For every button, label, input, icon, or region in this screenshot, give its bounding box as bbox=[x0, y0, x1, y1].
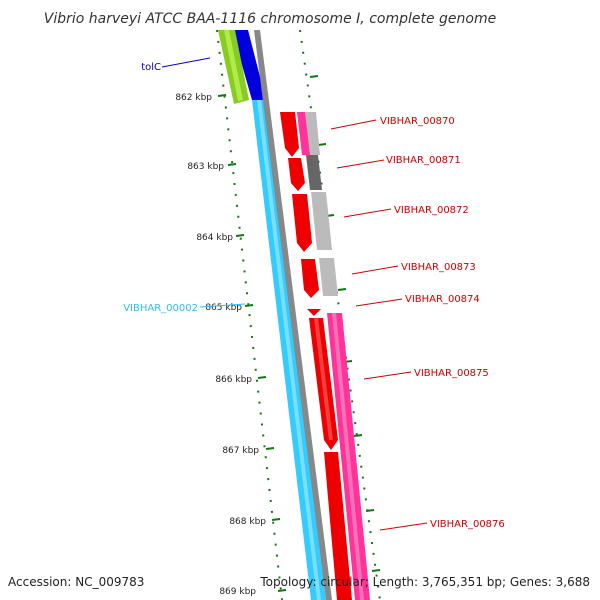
tick-label-866: 866 kbp bbox=[215, 375, 252, 385]
tick-label-867: 867 kbp bbox=[222, 446, 259, 456]
gene-label-vibhar-00874[interactable]: VIBHAR_00874 bbox=[405, 294, 480, 305]
map-title: Vibrio harveyi ATCC BAA-1116 chromosome … bbox=[44, 11, 496, 27]
mrna-00875-00876[interactable] bbox=[327, 313, 370, 600]
leader-vibhar-00874 bbox=[355, 298, 403, 307]
leader-vibhar-00872 bbox=[343, 208, 392, 218]
inner-tick-ring bbox=[216, 29, 283, 600]
tick-label-865: 865 kbp bbox=[205, 303, 242, 313]
leader-vibhar-00876 bbox=[379, 522, 428, 531]
leader-vibhar-00875 bbox=[363, 371, 412, 380]
cds-arrow-00875[interactable] bbox=[309, 318, 338, 450]
cds-arrow-00874[interactable] bbox=[307, 309, 321, 316]
gene-label-vibhar-00876[interactable]: VIBHAR_00876 bbox=[430, 519, 505, 530]
gene-label-vibhar-00002[interactable]: VIBHAR_00002 bbox=[123, 303, 198, 314]
cds-arrow-00870[interactable] bbox=[280, 112, 299, 157]
gene-block-00873[interactable] bbox=[319, 258, 338, 296]
gene-label-vibhar-00871[interactable]: VIBHAR_00871 bbox=[386, 155, 461, 166]
tick-label-863: 863 kbp bbox=[187, 162, 224, 172]
cds-highlight bbox=[314, 318, 333, 440]
leader-vibhar-00873 bbox=[351, 265, 399, 275]
leader-tolc bbox=[161, 57, 211, 68]
blue-feature[interactable] bbox=[232, 30, 266, 100]
cds-arrow-00873[interactable] bbox=[301, 259, 319, 298]
cyan-feature-highlight bbox=[257, 100, 321, 600]
tick-label-864: 864 kbp bbox=[196, 233, 233, 243]
leader-vibhar-00870 bbox=[330, 119, 377, 130]
inner-major-ticks bbox=[217, 94, 287, 592]
topology-text: Topology: circular; Length: 3,765,351 bp… bbox=[259, 575, 590, 589]
gene-block-00872[interactable] bbox=[311, 192, 332, 250]
cds-arrow-00872[interactable] bbox=[292, 194, 312, 252]
gene-label-vibhar-00870[interactable]: VIBHAR_00870 bbox=[380, 116, 455, 127]
tick-label-862: 862 kbp bbox=[175, 93, 212, 103]
cds-arrow-00871[interactable] bbox=[288, 158, 305, 191]
tick-label-868: 868 kbp bbox=[229, 517, 266, 527]
cyan-feature-track[interactable] bbox=[252, 100, 326, 600]
gene-label-tolc[interactable]: tolC bbox=[141, 62, 161, 73]
green-feature-highlight bbox=[224, 30, 243, 101]
mrna-highlight bbox=[332, 313, 364, 600]
gene-block-00871[interactable] bbox=[306, 155, 322, 190]
leader-vibhar-00871 bbox=[336, 159, 385, 169]
mrna-00870[interactable] bbox=[297, 112, 310, 155]
gene-label-vibhar-00873[interactable]: VIBHAR_00873 bbox=[401, 262, 476, 273]
cds-arrow-00876[interactable] bbox=[324, 452, 352, 600]
gene-label-vibhar-00872[interactable]: VIBHAR_00872 bbox=[394, 205, 469, 216]
accession-text: Accession: NC_009783 bbox=[8, 575, 144, 589]
gene-label-vibhar-00875[interactable]: VIBHAR_00875 bbox=[414, 368, 489, 379]
tick-label-869: 869 kbp bbox=[219, 587, 256, 597]
leader-vibhar-00002 bbox=[199, 303, 246, 308]
backbone-track bbox=[254, 30, 332, 600]
